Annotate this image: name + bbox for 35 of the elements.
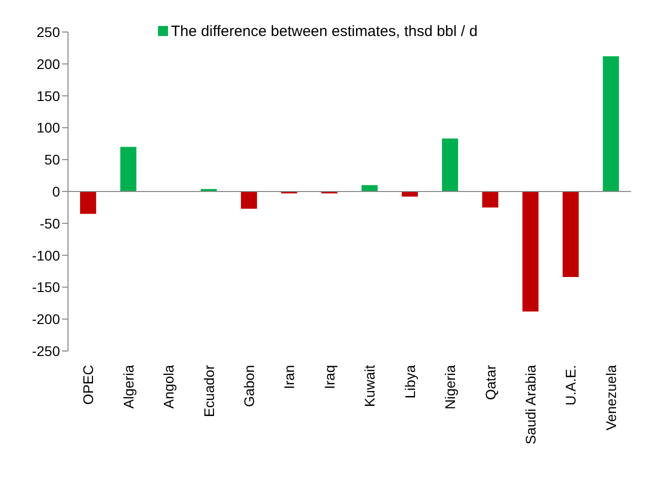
y-tick-label: 50 xyxy=(44,152,60,168)
x-tick-label: Angola xyxy=(160,364,177,409)
x-tick-label: Qatar xyxy=(482,364,498,400)
bar xyxy=(120,146,136,192)
bar xyxy=(362,185,378,192)
bar xyxy=(522,192,539,312)
x-tick-label: Iraq xyxy=(321,365,338,390)
y-tick-label: -100 xyxy=(32,247,60,264)
bar xyxy=(80,192,96,214)
x-tick-label: Saudi Arabia xyxy=(522,364,538,444)
y-tick-label: 150 xyxy=(36,88,60,104)
x-tick-label: Libya xyxy=(402,364,418,398)
x-tick-label: Ecuador xyxy=(200,364,217,418)
y-tick-label: -200 xyxy=(32,311,60,328)
bar xyxy=(240,192,258,209)
y-tick-label: 0 xyxy=(52,183,60,200)
bar xyxy=(442,138,458,192)
bar xyxy=(602,56,619,192)
y-tick-label: -250 xyxy=(32,342,60,359)
x-tick-label: U.A.E. xyxy=(562,365,579,406)
legend-label: The difference between estimates, thsd bbl / d xyxy=(171,23,478,40)
y-tick-label: 200 xyxy=(36,56,60,72)
y-tick-label: 100 xyxy=(36,120,60,136)
x-tick-label: Nigeria xyxy=(442,364,458,410)
y-tick-label: -150 xyxy=(32,279,60,296)
x-tick-label: OPEC xyxy=(80,365,96,405)
x-tick-label: Iran xyxy=(281,365,298,390)
y-tick-label: 250 xyxy=(36,24,60,40)
x-tick-label: Venezuela xyxy=(602,364,619,430)
y-tick-label: -50 xyxy=(40,215,60,232)
bar xyxy=(562,192,579,277)
x-tick-label: Kuwait xyxy=(362,364,378,408)
x-tick-label: Algeria xyxy=(120,364,136,409)
bar xyxy=(482,192,498,208)
x-tick-label: Gabon xyxy=(240,365,257,408)
